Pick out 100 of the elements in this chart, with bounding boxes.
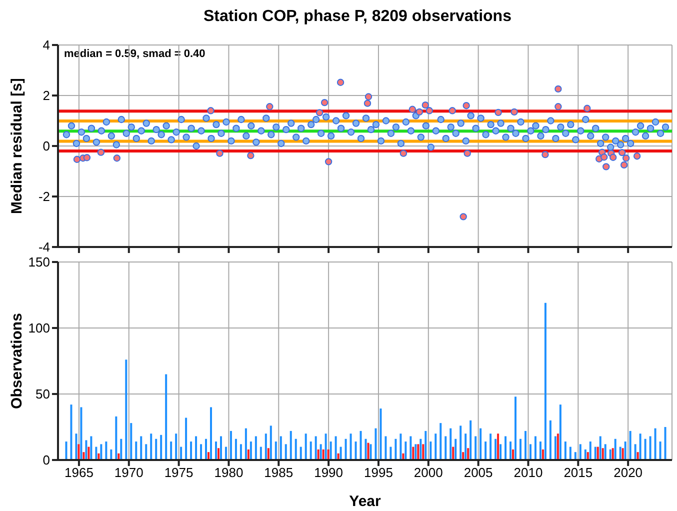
bar bbox=[330, 442, 332, 460]
bar bbox=[105, 442, 108, 460]
bar bbox=[322, 449, 324, 460]
y-axis-title: Median residual [s] bbox=[8, 78, 26, 214]
x-tick-label: 1985 bbox=[264, 465, 294, 480]
bar bbox=[130, 423, 132, 460]
x-tick-label: 2020 bbox=[614, 465, 643, 480]
bar bbox=[534, 436, 536, 460]
y-tick-label: -2 bbox=[38, 189, 50, 204]
bar bbox=[85, 440, 88, 460]
x-tick-label: 2005 bbox=[464, 465, 493, 480]
bar bbox=[280, 436, 282, 460]
y-tick-label: 100 bbox=[28, 320, 50, 336]
bar bbox=[230, 430, 232, 460]
bar bbox=[609, 449, 612, 460]
y-tick-label: 150 bbox=[28, 254, 50, 270]
bar bbox=[654, 428, 656, 460]
bar bbox=[629, 430, 632, 460]
bar bbox=[290, 430, 292, 460]
bar bbox=[217, 448, 220, 460]
y-tick-label: 2 bbox=[42, 88, 50, 104]
point bbox=[247, 152, 254, 160]
x-tick-label: 1995 bbox=[364, 465, 393, 480]
y-axis-title: Observations bbox=[8, 313, 26, 409]
bar bbox=[554, 436, 556, 460]
bar bbox=[80, 407, 82, 460]
bar bbox=[214, 442, 217, 460]
bar bbox=[500, 444, 502, 460]
bar bbox=[324, 434, 327, 460]
point bbox=[320, 98, 328, 106]
bar bbox=[614, 438, 616, 460]
bar bbox=[250, 442, 252, 460]
bar bbox=[512, 449, 514, 460]
bar bbox=[494, 438, 497, 460]
bar bbox=[559, 404, 562, 460]
bar bbox=[155, 438, 158, 460]
bar bbox=[619, 446, 622, 460]
bar bbox=[450, 428, 452, 460]
point bbox=[460, 213, 467, 220]
y-tick-label: -4 bbox=[38, 240, 50, 255]
x-tick-label: 2015 bbox=[564, 465, 593, 480]
bar bbox=[344, 438, 347, 460]
bar bbox=[649, 436, 652, 460]
bar bbox=[584, 449, 586, 460]
bar bbox=[384, 436, 387, 460]
point bbox=[113, 154, 120, 162]
bar bbox=[524, 430, 526, 460]
bar bbox=[120, 438, 122, 460]
bar bbox=[556, 434, 559, 460]
x-tick-label: 2010 bbox=[514, 465, 543, 480]
bar bbox=[539, 442, 542, 460]
bar bbox=[100, 444, 102, 460]
bar bbox=[390, 446, 392, 460]
point bbox=[602, 163, 610, 170]
point bbox=[422, 102, 429, 109]
bar bbox=[125, 360, 128, 460]
bar bbox=[412, 446, 414, 460]
bar bbox=[470, 420, 472, 460]
bar bbox=[417, 444, 420, 460]
chart-title: Station COP, phase P, 8209 observations bbox=[202, 8, 512, 27]
point bbox=[316, 109, 324, 116]
bar bbox=[612, 448, 614, 460]
bar bbox=[520, 438, 522, 460]
bar bbox=[434, 434, 437, 460]
bar bbox=[639, 434, 642, 460]
bar bbox=[270, 426, 272, 460]
bar bbox=[360, 430, 362, 460]
bar bbox=[564, 442, 566, 460]
bar bbox=[340, 446, 342, 460]
point bbox=[83, 154, 91, 162]
bar bbox=[150, 434, 152, 460]
bar bbox=[70, 404, 72, 460]
point bbox=[462, 102, 470, 110]
bar bbox=[424, 430, 427, 460]
bar bbox=[400, 434, 402, 460]
bar bbox=[160, 434, 162, 460]
point bbox=[554, 103, 562, 110]
bar bbox=[334, 436, 337, 460]
bar bbox=[205, 438, 208, 460]
bar bbox=[624, 442, 626, 460]
bar bbox=[327, 449, 330, 460]
bar bbox=[394, 438, 397, 460]
bar bbox=[440, 423, 442, 460]
point bbox=[448, 107, 456, 114]
bar bbox=[367, 442, 370, 460]
bar bbox=[140, 436, 142, 460]
bar bbox=[244, 428, 247, 460]
y-tick-label: 0 bbox=[42, 138, 50, 154]
point bbox=[464, 150, 471, 157]
bar bbox=[200, 444, 202, 460]
point bbox=[266, 103, 274, 110]
bar bbox=[569, 446, 572, 460]
bar bbox=[589, 442, 592, 460]
bar bbox=[544, 302, 546, 460]
bar bbox=[460, 426, 462, 460]
bar bbox=[180, 446, 182, 460]
bar bbox=[210, 407, 212, 460]
bar bbox=[354, 442, 357, 460]
bar bbox=[596, 446, 599, 460]
bar bbox=[90, 436, 92, 460]
